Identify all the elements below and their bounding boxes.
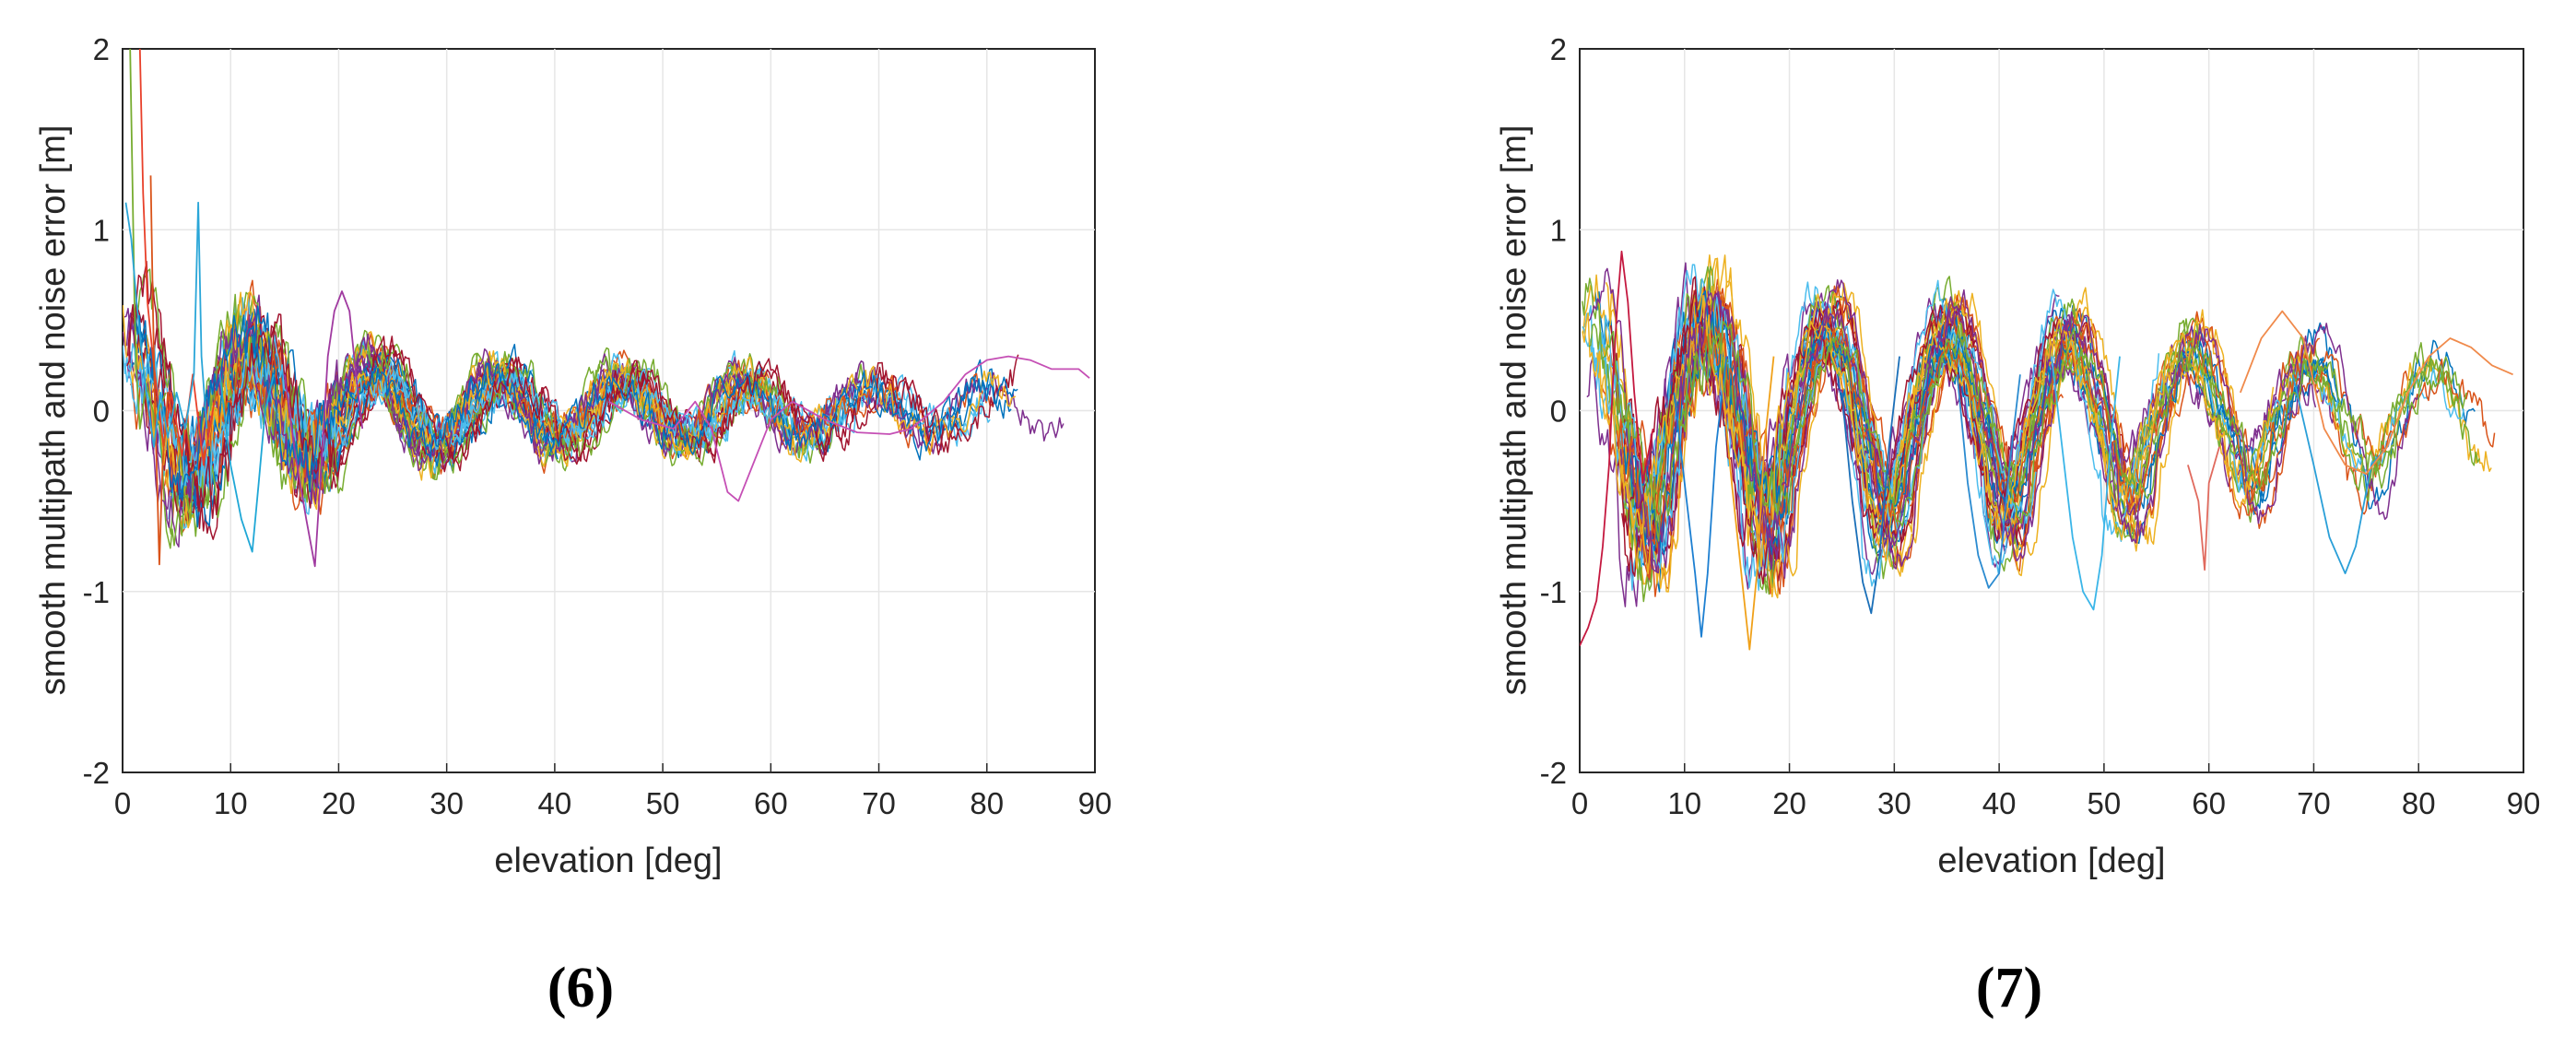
x-tick-label: 0 <box>114 786 131 820</box>
series-line <box>1587 267 2420 579</box>
chart-7-x-ticks: 0 10 20 30 40 50 60 70 80 90 <box>1571 763 2541 820</box>
series-dip-blue-40 <box>1956 374 2021 589</box>
series-spike-green <box>129 49 167 430</box>
series-line <box>123 305 1017 513</box>
series-dip-blue-12 <box>1673 356 1728 638</box>
series-line <box>1582 294 2275 549</box>
x-tick-label: 70 <box>862 786 896 820</box>
x-tick-label: 10 <box>1667 786 1701 820</box>
series-line <box>1621 289 2042 548</box>
chart-6-y-ticks: -2 -1 0 1 2 <box>83 32 110 790</box>
chart-6-ylabel: smooth multipath and noise error [m] <box>34 125 73 696</box>
series-orange-high <box>2239 310 2513 476</box>
series-line <box>124 307 1065 548</box>
chart-7-ylabel: smooth multipath and noise error [m] <box>1495 125 1534 696</box>
x-tick-label: 60 <box>2192 786 2226 820</box>
series-line <box>1596 285 2180 575</box>
x-tick-label: 50 <box>2088 786 2122 820</box>
chart-7: 0 10 20 30 40 50 60 70 80 90 -2 -1 0 1 2 elevation [d… <box>1495 32 2540 1019</box>
y-tick-label: 2 <box>93 32 110 66</box>
chart-6-caption: (6) <box>547 957 614 1019</box>
chart-7-xlabel: elevation [deg] <box>1937 842 2165 880</box>
x-tick-label: 40 <box>1982 786 2017 820</box>
series-line <box>126 260 962 520</box>
chart-6-lines <box>123 49 1090 568</box>
y-tick-label: -2 <box>83 756 110 790</box>
series-dip-blue-28 <box>1841 356 1900 615</box>
chart-7-y-ticks: -2 -1 0 1 2 <box>1540 32 1567 790</box>
y-tick-label: 1 <box>93 213 110 247</box>
y-tick-label: -2 <box>1540 756 1567 790</box>
y-tick-label: 1 <box>1550 213 1567 247</box>
x-tick-label: 70 <box>2297 786 2331 820</box>
series-spike-orange <box>149 175 178 566</box>
series-line <box>1616 321 2135 546</box>
y-tick-label: 0 <box>1550 395 1567 429</box>
series-spike-cyan <box>124 201 208 448</box>
series-dip-blue-73 <box>2291 374 2388 574</box>
series-red-spike-60 <box>2187 446 2220 571</box>
x-tick-label: 0 <box>1571 786 1588 820</box>
y-tick-label: 2 <box>1550 32 1567 66</box>
chart-6-xlabel: elevation [deg] <box>494 842 722 880</box>
x-tick-label: 30 <box>429 786 464 820</box>
chart-6: 0 10 20 30 40 50 60 70 80 90 -2 -1 0 1 2 elevation [d… <box>34 32 1112 1019</box>
series-line <box>1589 296 2037 570</box>
series-dip-cyan-49 <box>2051 356 2121 611</box>
series-start-red <box>1580 250 1654 646</box>
chart-7-caption: (7) <box>1976 957 2042 1019</box>
series-dip-orange-16 <box>1720 356 1775 651</box>
series-dip-purple-18 <box>283 290 364 568</box>
x-tick-label: 20 <box>1772 786 1806 820</box>
x-tick-label: 80 <box>970 786 1004 820</box>
x-tick-label: 30 <box>1877 786 1911 820</box>
y-tick-label: 0 <box>93 395 110 429</box>
x-tick-label: 50 <box>646 786 680 820</box>
x-tick-label: 40 <box>538 786 572 820</box>
series-line <box>186 314 542 505</box>
x-tick-label: 60 <box>754 786 788 820</box>
series-line <box>171 314 1018 501</box>
x-tick-label: 90 <box>2507 786 2541 820</box>
series-dip-cyan-12 <box>218 374 275 553</box>
x-tick-label: 90 <box>1078 786 1112 820</box>
x-tick-label: 20 <box>322 786 356 820</box>
chart-6-x-ticks: 0 10 20 30 40 50 60 70 80 90 <box>114 763 1112 820</box>
series-purple-long <box>608 355 1090 502</box>
x-tick-label: 80 <box>2402 786 2436 820</box>
chart-7-lines <box>1580 250 2513 651</box>
x-tick-label: 10 <box>214 786 248 820</box>
series-line <box>1588 320 2467 542</box>
y-tick-label: -1 <box>1540 575 1567 609</box>
series-line <box>1630 292 2141 572</box>
y-tick-label: -1 <box>83 575 110 609</box>
